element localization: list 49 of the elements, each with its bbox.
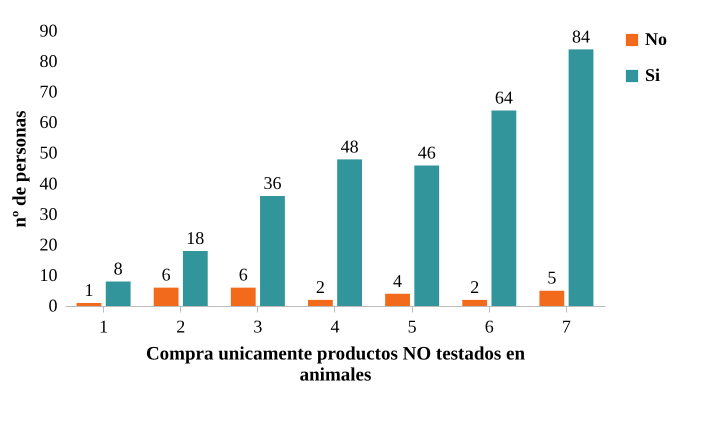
legend-label: Si: [645, 65, 660, 85]
bar: [385, 294, 410, 306]
y-tick-label: 50: [40, 142, 58, 163]
bar: [308, 300, 333, 306]
bar: [414, 165, 440, 306]
bar: [230, 288, 256, 306]
y-tick-label: 20: [40, 234, 58, 254]
bar: [491, 110, 516, 306]
x-tick-label: 2: [176, 316, 186, 336]
data-label: 2: [316, 276, 325, 297]
y-axis-title: nº de personas: [10, 110, 30, 228]
data-label: 84: [572, 26, 590, 46]
data-label: 6: [162, 264, 171, 285]
bar: [182, 251, 208, 306]
data-label: 2: [470, 276, 480, 297]
y-tick-label: 60: [40, 112, 58, 132]
bar: [106, 282, 131, 306]
x-tick-label: 1: [99, 316, 108, 336]
bar: [76, 302, 102, 306]
x-tick-label: 6: [484, 316, 494, 336]
y-tick-label: 90: [40, 20, 58, 40]
x-axis-title: Compra unicamente productos NO testados en animales: [146, 344, 526, 386]
y-tick-label: 70: [40, 82, 58, 102]
data-label: 46: [418, 142, 436, 162]
y-tick-label: 0: [48, 296, 58, 316]
y-tick-label: 30: [40, 204, 58, 224]
data-label: 1: [84, 280, 94, 300]
data-label: 18: [186, 228, 204, 248]
x-tick-label: 5: [408, 316, 417, 336]
bar: [539, 290, 564, 306]
data-label: 6: [238, 264, 248, 285]
bar: [462, 300, 488, 306]
x-tick-label: 4: [330, 316, 340, 336]
data-label: 4: [393, 270, 402, 291]
data-label: 8: [114, 258, 123, 279]
y-tick-label: 10: [40, 264, 58, 285]
data-label: 36: [263, 173, 282, 193]
y-tick-label: 80: [40, 51, 58, 72]
x-tick-label: 7: [562, 316, 571, 336]
x-tick-label: 3: [253, 316, 262, 336]
bar: [154, 288, 179, 306]
data-label: 64: [494, 87, 513, 108]
bar: [260, 196, 285, 306]
data-label: 5: [547, 268, 556, 288]
bar: [337, 159, 362, 306]
legend-label: No: [645, 29, 667, 49]
data-label: 48: [340, 136, 359, 156]
bar: [568, 49, 594, 306]
y-tick-label: 40: [40, 173, 58, 194]
